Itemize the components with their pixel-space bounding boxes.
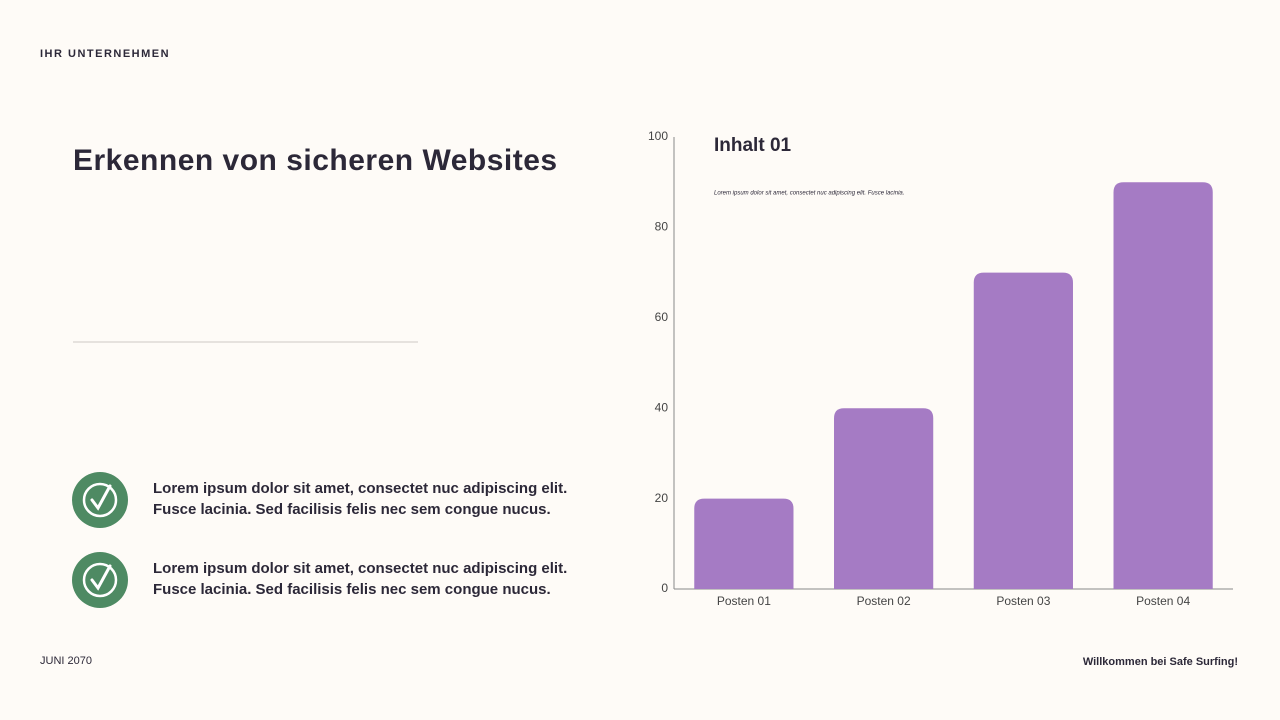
chart-subtitle: Lorem ipsum dolor sit amet, consectet nu…	[714, 191, 904, 197]
x-tick-label: Posten 04	[1136, 594, 1190, 608]
y-tick-label: 40	[655, 400, 669, 414]
bar	[973, 272, 1073, 589]
company: IHR UNTERNEHMEN	[40, 48, 170, 60]
bar	[1113, 182, 1213, 589]
x-tick-label: Posten 03	[996, 594, 1050, 608]
footer-tagline: Willkommen bei Safe Surfing!	[1083, 656, 1238, 668]
chart-title: Inhalt 01	[714, 135, 792, 156]
y-tick-label: 80	[655, 220, 669, 234]
y-tick-label: 100	[648, 129, 668, 143]
x-tick-label: Posten 01	[717, 594, 771, 608]
y-tick-label: 60	[655, 310, 669, 324]
slide-title: Erkennen von sicheren Websites	[73, 144, 558, 177]
check-icon	[72, 472, 128, 528]
item-text: Lorem ipsum dolor sit amet, consectet nu…	[153, 560, 567, 577]
y-tick-label: 20	[655, 491, 669, 505]
item-text: Lorem ipsum dolor sit amet, consectet nu…	[153, 480, 567, 497]
bar	[694, 498, 794, 589]
bar	[834, 408, 934, 589]
item-text: Fusce lacinia. Sed facilisis felis nec s…	[153, 501, 551, 518]
footer-date: JUNI 2070	[40, 655, 92, 667]
y-tick-label: 0	[661, 581, 668, 595]
item-text: Fusce lacinia. Sed facilisis felis nec s…	[153, 581, 551, 598]
check-icon	[72, 552, 128, 608]
x-tick-label: Posten 02	[857, 594, 911, 608]
